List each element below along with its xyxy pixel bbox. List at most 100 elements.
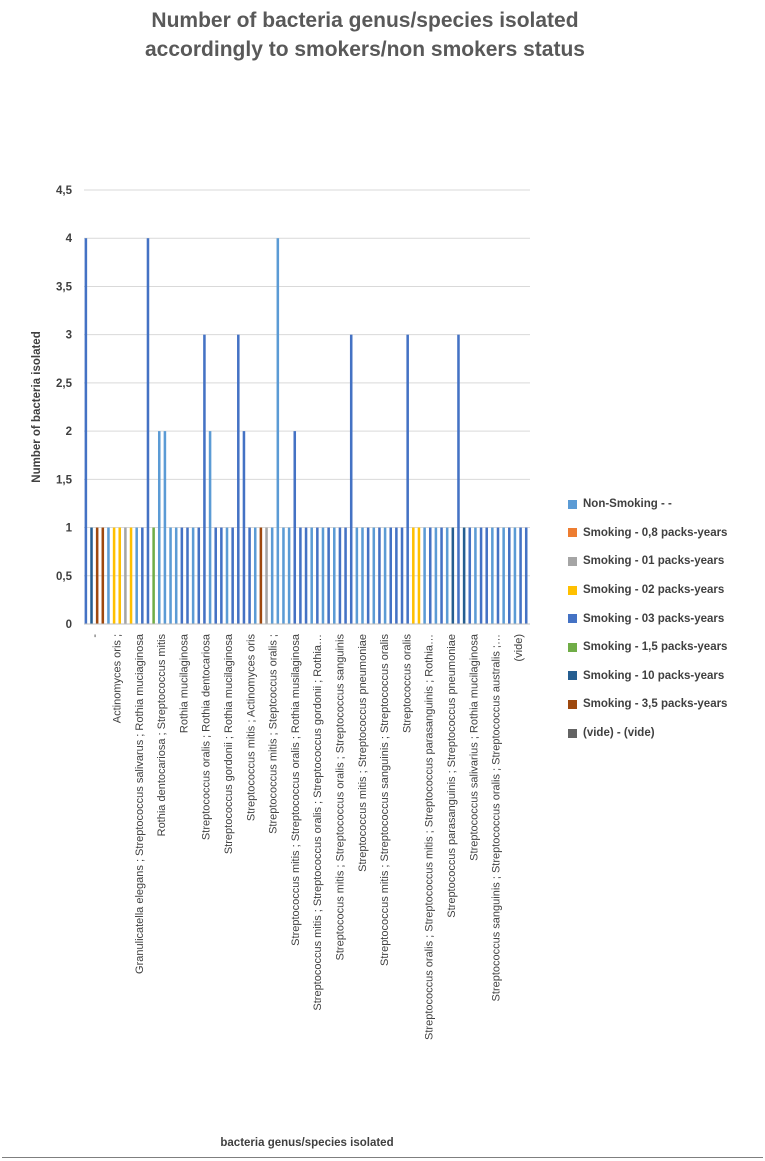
bar xyxy=(197,527,201,624)
x-tick-label: Streptococcus mitis ; Streptococcus pneu… xyxy=(357,634,369,872)
bar xyxy=(468,527,472,624)
y-axis-title: Number of bacteria isolated xyxy=(31,331,43,482)
bar xyxy=(118,527,122,624)
y-tick-label: 1,5 xyxy=(56,474,73,486)
x-tick-label: Streptococcus parasanguinis ; Streptococ… xyxy=(446,634,458,918)
bar xyxy=(101,527,105,624)
bar xyxy=(378,527,381,624)
legend-label: Smoking - 1,5 packs-years xyxy=(583,641,728,654)
x-axis-title: bacteria genus/species isolated xyxy=(220,1137,393,1149)
legend-label: Smoking - 02 packs-years xyxy=(583,584,725,597)
bar xyxy=(524,527,528,624)
legend-swatch xyxy=(568,556,577,566)
legend-swatch xyxy=(568,499,577,509)
bar xyxy=(513,527,517,624)
legend-swatch xyxy=(568,671,577,681)
y-tick-label: 2 xyxy=(66,426,72,438)
y-tick-label: 4,5 xyxy=(56,185,73,197)
bar xyxy=(135,527,138,624)
legend-item: Smoking - 1,5 packs-years xyxy=(568,633,763,662)
bar xyxy=(299,527,302,624)
bar xyxy=(366,527,370,624)
y-tick-label: 4 xyxy=(66,233,73,245)
legend-item: Smoking - 02 packs-years xyxy=(568,576,763,605)
legend-swatch xyxy=(568,614,577,624)
bar xyxy=(163,431,167,624)
chart-title-line-2: accordingly to smokers/non smokers statu… xyxy=(145,38,585,61)
bar xyxy=(253,527,257,624)
y-tick-label: 2,5 xyxy=(56,378,73,390)
legend-item: Smoking - 03 packs-years xyxy=(568,604,763,633)
x-tick-label: - xyxy=(89,634,101,638)
bar xyxy=(95,527,99,624)
bar xyxy=(355,527,359,624)
bar xyxy=(321,527,325,624)
x-tick-label: Streptococcus sanguinis ; Streptococcus … xyxy=(491,634,503,1001)
x-tick-label: Streptococcus mitis ; Steptcoccus oralis… xyxy=(268,634,280,834)
legend-item: Non-Smoking - - xyxy=(568,490,763,519)
legend-label: (vide) - (vide) xyxy=(583,727,655,740)
bar xyxy=(417,527,421,624)
y-tick-label: 0 xyxy=(66,619,72,631)
bar xyxy=(259,527,263,624)
bar xyxy=(400,527,404,624)
bar xyxy=(265,527,268,624)
bar xyxy=(203,334,206,624)
bar xyxy=(186,527,189,624)
x-tick-label: Rothia dentocariosa ; Streptococcus miti… xyxy=(156,634,168,837)
bar xyxy=(225,527,229,624)
bar xyxy=(310,527,313,624)
bar xyxy=(519,527,522,624)
legend: Non-Smoking - - Smoking - 0,8 packs-years… xyxy=(568,490,763,747)
legend-swatch xyxy=(568,728,577,738)
bar xyxy=(502,527,505,624)
legend-swatch xyxy=(568,528,577,538)
bar xyxy=(479,527,483,624)
bar xyxy=(327,527,330,624)
y-tick-label: 1 xyxy=(66,523,73,535)
bar xyxy=(282,527,285,624)
bar xyxy=(231,527,234,624)
x-tick-label: Granulicatella elegans ; Streptococcus s… xyxy=(134,633,146,974)
bar xyxy=(508,527,511,624)
x-tick-label: Streptococcus mitis ; Streptococcus oral… xyxy=(290,633,302,946)
bar xyxy=(84,238,88,624)
x-tick-label: Streptococcus mitis ; Actinomyces oris xyxy=(245,634,257,822)
legend-item: Smoking - 3,5 packs-years xyxy=(568,690,763,719)
legend-swatch xyxy=(568,585,577,595)
bar xyxy=(412,527,415,624)
bar xyxy=(491,527,494,624)
bar xyxy=(395,527,398,624)
bar xyxy=(361,527,364,624)
bar xyxy=(423,527,426,624)
x-tick-label: Streptococus mitis ; Streptococcus orali… xyxy=(334,634,346,961)
bar xyxy=(474,527,477,624)
bar xyxy=(208,431,212,624)
bar xyxy=(293,431,297,624)
legend-label: Non-Smoking - - xyxy=(583,498,672,511)
legend-item: (vide) - (vide) xyxy=(568,719,763,748)
bar xyxy=(146,238,150,624)
bar xyxy=(383,527,387,624)
bar xyxy=(344,527,347,624)
bar xyxy=(496,527,500,624)
bar xyxy=(276,238,280,624)
legend-swatch xyxy=(568,642,577,652)
bar xyxy=(451,527,455,624)
x-tick-label: Streptococcus oralis ; Streptococcus mit… xyxy=(424,634,436,1040)
chart-title-line-1: Number of bacteria genus/species isolate… xyxy=(151,9,579,32)
bar xyxy=(457,334,460,624)
bar xyxy=(90,527,93,624)
bar xyxy=(428,527,432,624)
bar xyxy=(287,527,291,624)
bar xyxy=(180,527,184,624)
x-tick-label: (vide) xyxy=(513,634,525,662)
bar xyxy=(174,527,178,624)
bar xyxy=(220,527,223,624)
bar xyxy=(316,527,319,624)
bar xyxy=(169,527,172,624)
legend-label: Smoking - 03 packs-years xyxy=(583,612,725,625)
y-tick-label: 0,5 xyxy=(56,571,73,583)
